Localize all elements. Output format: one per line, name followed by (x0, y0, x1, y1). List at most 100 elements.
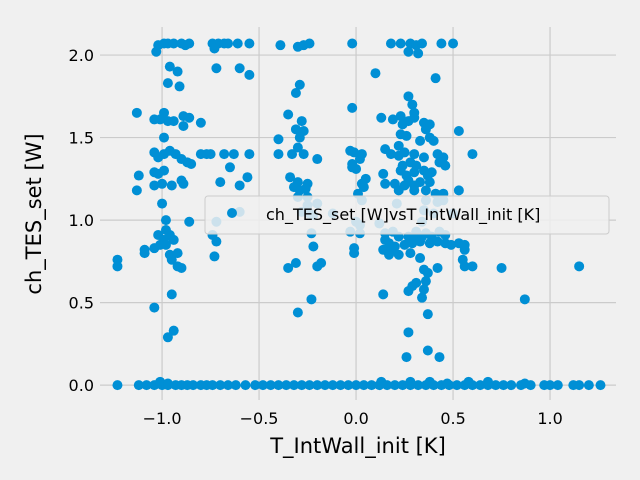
data-point (358, 182, 369, 193)
data-point (155, 114, 166, 125)
data-point (242, 172, 253, 183)
data-point (451, 380, 462, 391)
data-point (347, 102, 358, 113)
data-point (224, 162, 235, 173)
data-point (153, 168, 164, 179)
y-tick-label: 1.0 (69, 211, 94, 230)
data-point (418, 152, 429, 163)
data-point (459, 244, 470, 255)
data-point (151, 46, 162, 57)
data-point (281, 380, 292, 391)
x-tick-label: −1.0 (143, 409, 182, 428)
data-point (300, 183, 311, 194)
data-point (463, 376, 474, 387)
y-tick-label: 0.5 (69, 294, 94, 313)
data-point (149, 302, 160, 313)
data-point (448, 38, 459, 49)
data-point (442, 378, 453, 389)
data-point (397, 380, 408, 391)
data-point (327, 380, 338, 391)
data-point (164, 61, 175, 72)
data-point (159, 132, 170, 143)
data-point (178, 178, 189, 189)
data-point (273, 380, 284, 391)
legend-marker (227, 208, 237, 218)
data-point (139, 248, 150, 259)
data-point (366, 380, 377, 391)
legend-box (204, 195, 610, 235)
x-axis-label: T_IntWall_init [K] (269, 434, 446, 459)
data-point (395, 111, 406, 122)
data-point (180, 40, 191, 51)
data-point (467, 149, 478, 160)
data-point (409, 149, 420, 160)
data-point (422, 345, 433, 356)
data-point (250, 380, 261, 391)
data-point (358, 380, 369, 391)
data-point (351, 163, 362, 174)
data-point (453, 185, 464, 196)
data-point (413, 48, 424, 59)
data-point (378, 168, 389, 179)
legend-label: ch_TES_set [W]vsT_IntWall_init [K] (266, 205, 540, 225)
data-point (168, 38, 179, 49)
data-point (415, 253, 426, 264)
data-point (168, 116, 179, 127)
data-point (496, 262, 507, 273)
data-point (395, 38, 406, 49)
data-point (287, 149, 298, 160)
x-tick-label: −0.5 (240, 409, 279, 428)
data-point (273, 134, 284, 145)
data-point (385, 149, 396, 160)
data-point (290, 124, 301, 135)
data-point (209, 43, 220, 54)
data-point (298, 149, 309, 160)
data-point (356, 149, 367, 160)
data-point (112, 261, 123, 272)
data-point (215, 177, 226, 188)
data-point (141, 380, 152, 391)
data-point (519, 378, 530, 389)
data-point (230, 380, 241, 391)
data-point (393, 140, 404, 151)
data-point (574, 380, 585, 391)
data-point (186, 158, 197, 169)
data-point (153, 152, 164, 163)
data-point (440, 160, 451, 171)
data-point (407, 238, 418, 249)
data-point (188, 380, 199, 391)
data-point (292, 307, 303, 318)
data-point (133, 170, 144, 181)
data-point (290, 258, 301, 269)
data-point (172, 66, 183, 77)
data-point (347, 38, 358, 49)
data-point (228, 149, 239, 160)
data-point (545, 380, 556, 391)
data-point (157, 178, 168, 189)
data-point (133, 380, 144, 391)
data-point (162, 332, 173, 343)
data-point (209, 251, 220, 262)
data-point (290, 88, 301, 99)
data-point (467, 261, 478, 272)
data-point (178, 121, 189, 132)
data-point (312, 154, 323, 165)
data-point (399, 239, 410, 250)
data-point (351, 380, 362, 391)
data-point (292, 142, 303, 153)
data-point (244, 149, 255, 160)
data-point (174, 81, 185, 92)
y-tick-label: 0.0 (69, 376, 94, 395)
data-point (482, 376, 493, 387)
data-point (184, 112, 195, 123)
data-point (168, 325, 179, 336)
data-point (162, 378, 173, 389)
data-point (552, 380, 563, 391)
data-point (459, 261, 470, 272)
data-point (294, 132, 305, 143)
data-point (172, 248, 183, 259)
data-point (283, 262, 294, 273)
y-axis-label: ch_TES_set [W] (22, 133, 47, 294)
data-point (168, 234, 179, 245)
data-point (296, 116, 307, 127)
